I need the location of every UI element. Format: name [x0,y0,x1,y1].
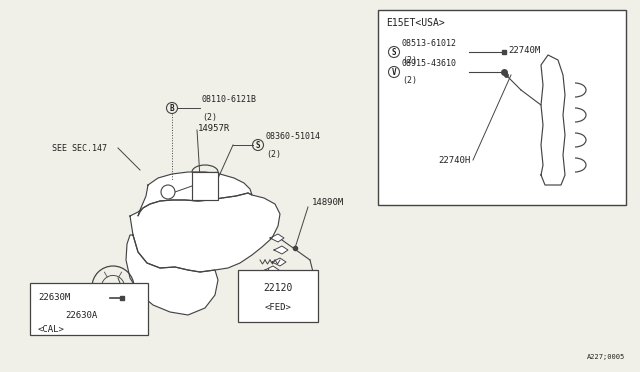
Text: 08915-43610: 08915-43610 [402,59,457,68]
Text: 22120: 22120 [263,283,292,293]
Text: 22630M: 22630M [38,293,70,302]
Bar [378,10,626,205]
Polygon shape [126,235,218,315]
Polygon shape [541,55,565,185]
Polygon shape [130,193,280,272]
Text: <FED>: <FED> [264,303,291,312]
Polygon shape [270,234,284,242]
Text: (2): (2) [402,76,417,85]
Polygon shape [265,266,279,274]
Polygon shape [274,246,288,254]
Text: (2): (2) [402,56,417,65]
Text: <CAL>: <CAL> [38,325,65,334]
Text: V: V [392,67,396,77]
Polygon shape [272,258,286,266]
Text: 22740M: 22740M [508,45,540,55]
Text: 22740H: 22740H [438,155,470,164]
Bar [30,283,148,335]
Text: S: S [392,48,396,57]
Text: (2): (2) [266,150,281,159]
Text: 22630A: 22630A [65,311,97,320]
Text: 14890M: 14890M [312,198,344,206]
Text: E15ET<USA>: E15ET<USA> [386,18,445,28]
Text: (2): (2) [202,113,217,122]
Text: 08513-61012: 08513-61012 [402,39,457,48]
Polygon shape [138,172,252,216]
Text: SEE SEC.147: SEE SEC.147 [52,144,107,153]
Text: B: B [170,103,174,112]
Text: 08360-51014: 08360-51014 [266,132,321,141]
Text: S: S [256,141,260,150]
Circle shape [161,185,175,199]
Text: A227;0005: A227;0005 [587,354,625,360]
Text: 14957R: 14957R [198,124,230,132]
Text: 08110-6121B: 08110-6121B [202,95,257,104]
Bar [238,270,318,322]
Bar [192,172,218,200]
